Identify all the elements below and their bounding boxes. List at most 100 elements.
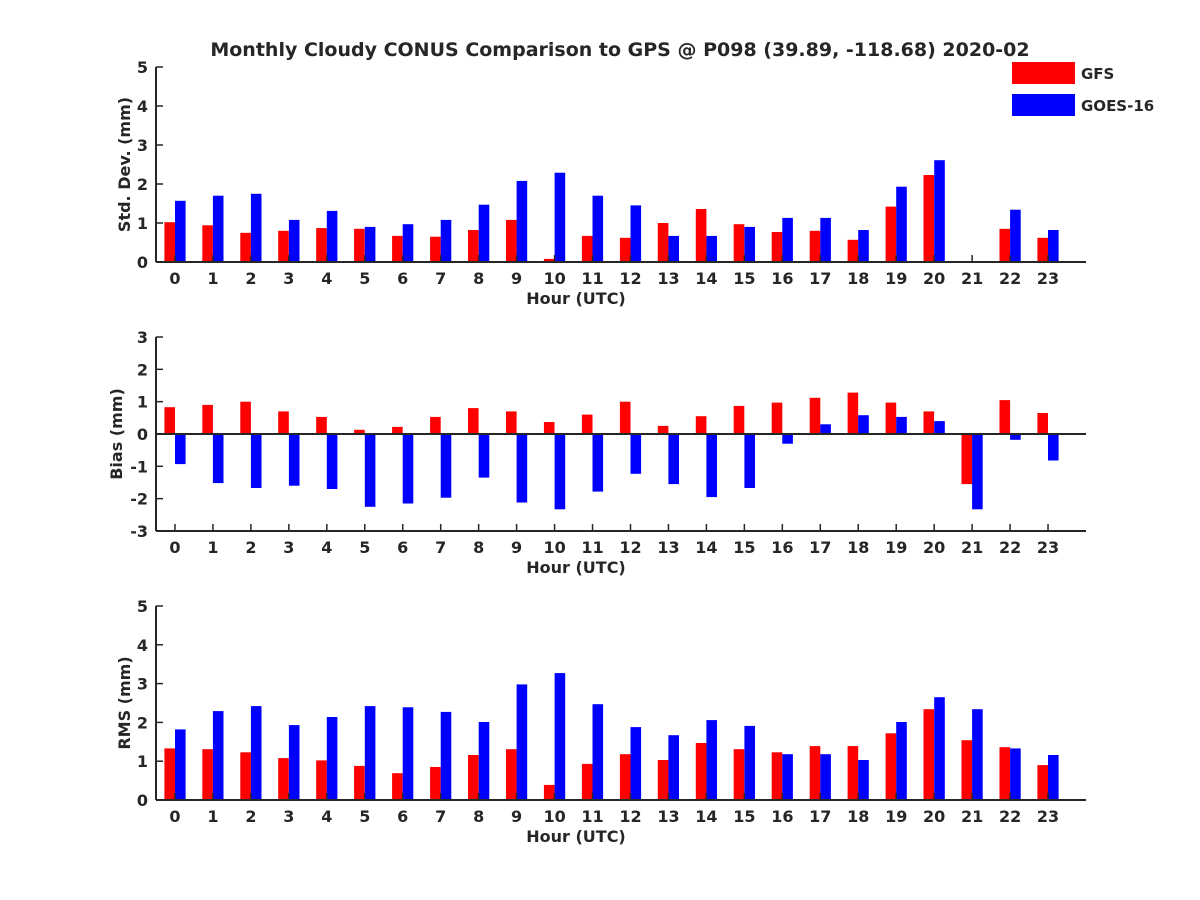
bar	[364, 226, 376, 262]
x-tick-label: 13	[657, 807, 679, 826]
bar	[934, 421, 945, 434]
x-tick-label: 16	[771, 538, 793, 557]
series-goes-16	[175, 673, 1059, 800]
bar	[630, 727, 642, 800]
x-tick-label: 5	[359, 269, 370, 288]
bar	[543, 422, 555, 434]
bar	[619, 401, 631, 434]
bar	[440, 219, 452, 262]
bar	[820, 217, 831, 262]
bar	[592, 434, 604, 492]
x-tick-label: 5	[359, 538, 370, 557]
bar	[202, 404, 213, 434]
bar	[430, 767, 441, 800]
x-tick-label: 11	[581, 807, 603, 826]
bar	[972, 709, 983, 800]
x-tick-label: 11	[581, 269, 603, 288]
bar	[468, 755, 479, 800]
bar	[288, 219, 300, 262]
bar	[516, 434, 528, 503]
bar	[554, 172, 566, 262]
y-tick-label: 0	[137, 253, 148, 272]
legend-swatch	[1012, 94, 1075, 116]
bar	[240, 232, 251, 263]
bar	[364, 706, 376, 800]
bar	[581, 235, 593, 262]
bar	[771, 752, 783, 800]
bar	[478, 434, 490, 478]
x-tick-label: 8	[473, 269, 484, 288]
x-tick-label: 4	[321, 807, 332, 826]
bar	[695, 209, 707, 262]
bar	[468, 408, 479, 434]
bar	[468, 230, 479, 262]
bar	[316, 228, 327, 262]
x-tick-label: 10	[543, 269, 565, 288]
bar	[164, 748, 175, 800]
bar	[316, 416, 327, 434]
bar	[847, 746, 859, 800]
y-tick-label: 0	[137, 425, 148, 444]
y-tick-label: 1	[137, 214, 148, 233]
bar	[326, 717, 338, 800]
x-tick-label: 2	[245, 807, 256, 826]
y-axis-label: RMS (mm)	[115, 656, 134, 749]
bar	[430, 416, 441, 434]
bar	[581, 763, 593, 800]
bar	[668, 434, 679, 485]
bar	[554, 673, 566, 800]
bar	[430, 236, 441, 262]
bar	[847, 392, 859, 434]
x-tick-label: 7	[435, 269, 446, 288]
x-tick-label: 6	[397, 807, 408, 826]
x-tick-label: 10	[543, 807, 565, 826]
bar	[212, 434, 224, 484]
y-tick-label: -3	[130, 522, 148, 541]
bar	[885, 733, 897, 800]
bar	[278, 758, 289, 800]
y-tick-label: 5	[137, 58, 148, 77]
bar	[619, 237, 631, 262]
x-tick-label: 5	[359, 807, 370, 826]
bar	[934, 697, 945, 800]
x-tick-label: 4	[321, 269, 332, 288]
bar	[326, 210, 338, 262]
bar	[392, 426, 403, 434]
x-tick-label: 17	[809, 538, 831, 557]
bar	[278, 230, 289, 262]
x-tick-label: 12	[619, 807, 641, 826]
bar	[354, 765, 365, 800]
figure-title: Monthly Cloudy CONUS Comparison to GPS @…	[210, 39, 1029, 61]
bar	[392, 235, 403, 262]
x-tick-label: 14	[695, 269, 717, 288]
x-tick-label: 21	[961, 807, 983, 826]
bar	[885, 402, 897, 434]
bar	[278, 411, 289, 434]
bar	[847, 239, 859, 262]
bar	[744, 725, 755, 800]
x-tick-label: 0	[169, 807, 180, 826]
x-tick-label: 19	[885, 538, 907, 557]
bar	[706, 235, 717, 262]
bar	[706, 720, 717, 800]
x-tick-label: 9	[511, 538, 522, 557]
y-tick-label: 4	[137, 636, 148, 655]
y-tick-label: 3	[137, 328, 148, 347]
x-tick-label: 9	[511, 269, 522, 288]
x-tick-label: 16	[771, 807, 793, 826]
bar	[516, 684, 528, 800]
bar	[402, 434, 414, 504]
x-tick-label: 19	[885, 807, 907, 826]
bar	[820, 424, 831, 434]
x-tick-label: 23	[1037, 807, 1059, 826]
bar	[706, 434, 717, 498]
x-tick-label: 22	[999, 269, 1021, 288]
bar	[1048, 755, 1059, 800]
bar	[364, 434, 376, 507]
bar	[999, 228, 1011, 262]
bar	[288, 434, 300, 486]
